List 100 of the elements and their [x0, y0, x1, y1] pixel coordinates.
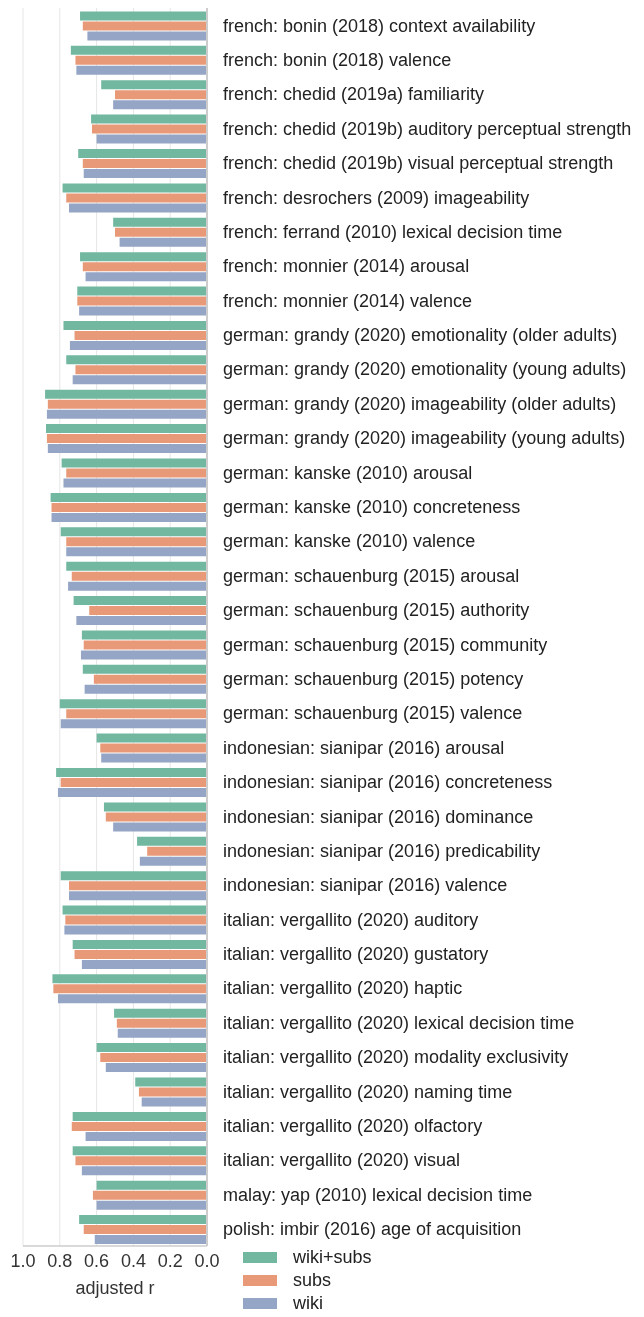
- bar: [137, 836, 207, 846]
- bar: [85, 1131, 207, 1141]
- bar: [91, 114, 207, 124]
- y-tick-label: german: grandy (2020) imageability (older adults): [223, 393, 617, 414]
- legend-label: wiki: [293, 1293, 323, 1314]
- y-tick-label: french: monnier (2014) arousal: [223, 256, 470, 277]
- bar: [66, 193, 207, 203]
- x-tick-label: 0.4: [120, 1250, 146, 1271]
- bar: [63, 320, 207, 330]
- bar: [83, 168, 207, 178]
- bar: [83, 1225, 207, 1235]
- y-tick-label: indonesian: sianipar (2016) arousal: [223, 737, 505, 758]
- y-tick-label: german: kanske (2010) valence: [223, 531, 476, 552]
- bar: [78, 148, 207, 158]
- y-tick-label: indonesian: sianipar (2016) concreteness: [223, 772, 553, 793]
- bar: [80, 252, 207, 262]
- bar: [83, 640, 207, 650]
- bar: [115, 227, 207, 237]
- y-tick-label: german: schauenburg (2015) potency: [223, 668, 524, 689]
- x-tick-label: 0.6: [84, 1250, 110, 1271]
- bar: [61, 458, 207, 468]
- bar: [50, 492, 207, 502]
- x-tick-label: 0.2: [157, 1250, 183, 1271]
- bar: [114, 1008, 207, 1018]
- bar: [141, 1097, 207, 1107]
- bar: [46, 409, 207, 419]
- y-tick-label: german: schauenburg (2015) arousal: [223, 565, 520, 586]
- y-tick-label: german: grandy (2020) imageability (young adults): [223, 428, 626, 449]
- bar: [87, 31, 207, 41]
- bar: [81, 630, 207, 640]
- bar: [71, 1121, 207, 1131]
- bar: [89, 606, 207, 616]
- bar: [80, 650, 207, 660]
- bar: [66, 547, 207, 557]
- bar: [96, 134, 207, 144]
- bar: [46, 424, 207, 434]
- y-tick-label: german: grandy (2020) emotionality (older adults): [223, 325, 618, 346]
- bar: [66, 709, 207, 719]
- bar: [60, 527, 207, 537]
- y-tick-label: german: schauenburg (2015) valence: [223, 703, 523, 724]
- bar: [82, 262, 207, 272]
- y-tick-label: french: chedid (2019b) auditory perceptual strength: [223, 118, 632, 139]
- bar: [53, 984, 207, 994]
- bar: [56, 767, 207, 777]
- bar: [66, 561, 207, 571]
- y-tick-label: indonesian: sianipar (2016) predicability: [223, 840, 541, 861]
- legend-label: subs: [293, 1270, 332, 1291]
- bar: [66, 537, 207, 547]
- y-tick-label: french: bonin (2018) valence: [223, 49, 452, 70]
- y-tick-label: italian: vergallito (2020) auditory: [223, 909, 479, 930]
- y-tick-label: german: schauenburg (2015) community: [223, 634, 548, 655]
- bar: [116, 1018, 207, 1028]
- bar: [72, 1111, 207, 1121]
- bar: [75, 365, 207, 375]
- bar: [82, 158, 207, 168]
- bar: [68, 581, 207, 591]
- bar: [76, 65, 207, 75]
- y-tick-label: french: chedid (2019b) visual perceptual strength: [223, 153, 614, 174]
- bar: [66, 355, 207, 365]
- bar: [47, 399, 207, 409]
- y-tick-label: polish: imbir (2016) age of acquisition: [223, 1219, 522, 1240]
- y-tick-label: indonesian: sianipar (2016) valence: [223, 875, 508, 896]
- y-tick-label: german: kanske (2010) arousal: [223, 462, 473, 483]
- bar: [72, 375, 207, 385]
- bar: [74, 949, 207, 959]
- bar: [113, 217, 207, 227]
- bar: [77, 286, 207, 296]
- y-tick-label: french: bonin (2018) context availability: [223, 15, 536, 36]
- bar: [66, 468, 207, 478]
- bar: [81, 959, 207, 969]
- bar: [57, 787, 207, 797]
- bar: [72, 1146, 207, 1156]
- bar: [75, 55, 207, 65]
- bar: [72, 939, 207, 949]
- bar: [74, 330, 207, 340]
- bar: [64, 925, 207, 935]
- y-tick-label: italian: vergallito (2020) olfactory: [223, 1116, 483, 1137]
- bar: [96, 1200, 207, 1210]
- y-tick-label: italian: vergallito (2020) naming time: [223, 1081, 513, 1102]
- bar: [103, 802, 207, 812]
- bar: [63, 478, 207, 488]
- y-tick-label: italian: vergallito (2020) modality exclusivity: [223, 1047, 569, 1068]
- legend-label: wiki+subs: [293, 1247, 372, 1268]
- bar: [76, 616, 207, 626]
- bar: [69, 340, 207, 350]
- y-tick-label: french: desrochers (2009) imageability: [223, 187, 530, 208]
- y-tick-label: german: schauenburg (2015) authority: [223, 600, 530, 621]
- bar: [79, 306, 207, 316]
- bar: [96, 1043, 207, 1053]
- x-tick-label: 1.0: [10, 1250, 36, 1271]
- bar: [62, 183, 207, 193]
- bar: [119, 237, 207, 247]
- x-tick-label: 0.8: [47, 1250, 73, 1271]
- bar: [73, 596, 207, 606]
- bar: [117, 1028, 207, 1038]
- x-axis-title: adjusted r: [75, 1278, 155, 1298]
- bar: [82, 21, 207, 31]
- bar: [51, 512, 207, 522]
- bar: [52, 974, 207, 984]
- bar: [45, 389, 207, 399]
